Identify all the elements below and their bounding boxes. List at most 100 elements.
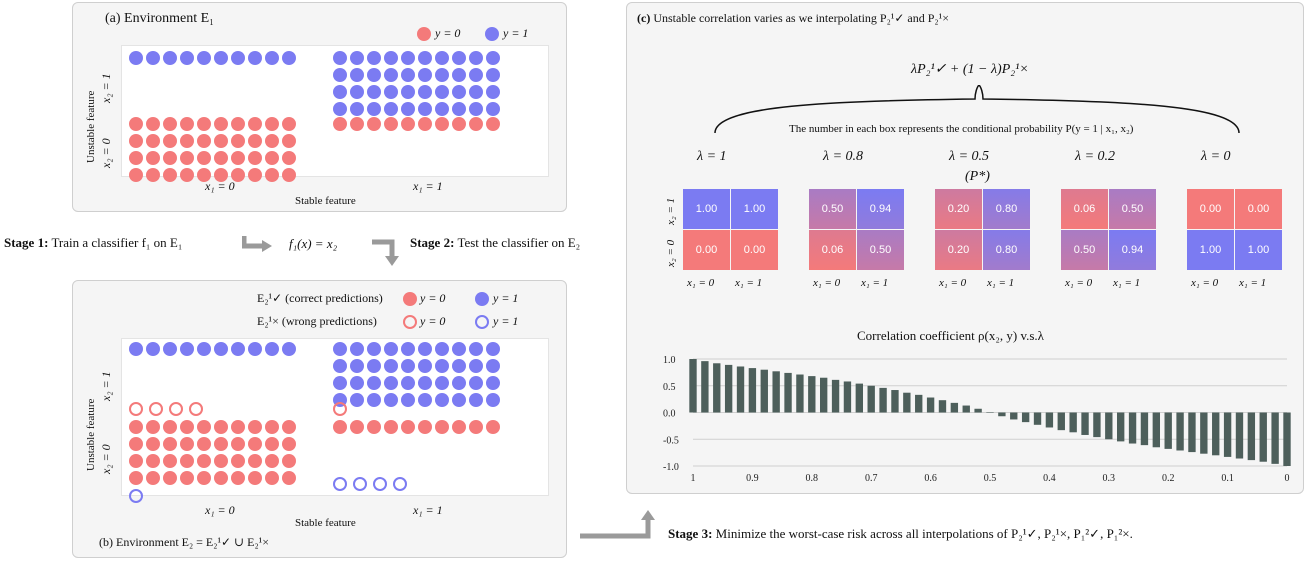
sample-dot-blue — [367, 51, 381, 65]
grid-xtick: x₁ = 0 — [813, 277, 841, 289]
sample-dot-red — [435, 117, 449, 131]
sample-dot-red — [129, 151, 143, 165]
sample-dot-red — [146, 151, 160, 165]
sample-dot-blue — [401, 376, 415, 390]
sample-dot-blue — [248, 51, 262, 65]
sample-dot-blue — [333, 102, 347, 116]
grid-xtick: x₁ = 1 — [1239, 277, 1267, 289]
sample-dot-blue — [418, 376, 432, 390]
sample-dot-blue — [435, 359, 449, 373]
sample-dot-blue — [452, 359, 466, 373]
sample-dot-blue — [401, 85, 415, 99]
sample-dot-blue — [265, 342, 279, 356]
sample-dot-blue — [384, 68, 398, 82]
sample-ring-red — [149, 402, 163, 416]
x-tick-label: 0.2 — [1162, 473, 1175, 484]
sample-dot-red — [214, 420, 228, 434]
sample-dot-red — [486, 117, 500, 131]
correlation-bar — [1116, 412, 1125, 442]
sample-dot-blue — [384, 393, 398, 407]
sample-dot-red — [469, 420, 483, 434]
lambda-label: λ = 0 — [1201, 149, 1231, 164]
probability-cell: 0.06 — [809, 230, 856, 270]
sample-dot-red — [214, 117, 228, 131]
sample-dot-red — [197, 151, 211, 165]
sample-dot-red — [180, 151, 194, 165]
stage2-text: Test the classifier on E₂ — [457, 235, 581, 250]
sample-dot-blue — [486, 51, 500, 65]
sample-dot-blue — [129, 51, 143, 65]
stage2-bold: Stage 2: — [410, 235, 455, 250]
sample-dot-blue — [435, 51, 449, 65]
sample-dot-blue — [452, 68, 466, 82]
sample-dot-red — [231, 168, 245, 182]
probability-cell: 0.50 — [857, 230, 904, 270]
legend-red-dot — [417, 27, 431, 41]
sample-dot-red — [350, 117, 364, 131]
sample-dot-blue — [469, 85, 483, 99]
correlation-bar — [784, 372, 792, 413]
sample-ring-blue — [373, 477, 387, 491]
sample-dot-blue — [452, 102, 466, 116]
sample-dot-red — [418, 117, 432, 131]
sample-dot-red — [248, 454, 262, 468]
sample-ring-blue — [393, 477, 407, 491]
sample-dot-blue — [401, 342, 415, 356]
function-label: f₁(x) = x₂ — [289, 236, 338, 251]
correlation-bar — [1283, 412, 1291, 466]
panel-b-xtick-right: x₁ = 1 — [413, 503, 443, 517]
sample-dot-blue — [384, 85, 398, 99]
correlation-bar — [819, 377, 828, 413]
sample-dot-blue — [367, 342, 381, 356]
sample-dot-red — [180, 420, 194, 434]
sample-dot-blue — [282, 342, 296, 356]
correlation-bar — [1045, 412, 1054, 428]
sample-dot-red — [231, 117, 245, 131]
probability-cell: 0.00 — [1235, 189, 1282, 229]
correlation-bar — [724, 364, 733, 413]
sample-dot-red — [384, 117, 398, 131]
sample-dot-red — [265, 454, 279, 468]
x-tick-label: 0.6 — [924, 473, 937, 484]
sample-dot-red — [367, 117, 381, 131]
y-tick-label: -0.5 — [663, 435, 679, 446]
probability-cell: 0.50 — [809, 189, 856, 229]
sample-dot-red — [146, 117, 160, 131]
sample-dot-blue — [401, 51, 415, 65]
sample-dot-blue — [350, 68, 364, 82]
legend-wrong-blue-label: y = 1 — [493, 314, 519, 328]
sample-dot-blue — [333, 85, 347, 99]
sample-dot-blue — [384, 51, 398, 65]
sample-dot-red — [367, 420, 381, 434]
sample-ring-blue — [353, 477, 367, 491]
sample-dot-red — [163, 454, 177, 468]
legend-wrong-red-ring — [403, 315, 417, 329]
sample-dot-blue — [401, 68, 415, 82]
sample-dot-red — [282, 454, 296, 468]
legend-wrong-label: E₂¹× (wrong predictions) — [257, 314, 377, 328]
sample-dot-red — [452, 420, 466, 434]
sample-dot-red — [146, 471, 160, 485]
panel-b-caption: (b) Environment E₂ = E₂¹✓ ∪ E₂¹× — [99, 535, 270, 549]
grid-xtick: x₁ = 0 — [939, 277, 967, 289]
sample-dot-red — [197, 471, 211, 485]
sample-dot-blue — [367, 85, 381, 99]
correlation-bar — [938, 400, 947, 413]
sample-dot-red — [180, 134, 194, 148]
sample-dot-red — [129, 134, 143, 148]
sample-dot-blue — [435, 68, 449, 82]
stage2-line: Stage 2: Test the classifier on E₂ — [410, 235, 580, 251]
sample-dot-blue — [469, 51, 483, 65]
sample-dot-red — [452, 117, 466, 131]
sample-dot-red — [248, 117, 262, 131]
sample-dot-red — [282, 168, 296, 182]
probability-cell: 1.00 — [683, 189, 730, 229]
sample-dot-red — [265, 168, 279, 182]
sample-dot-blue — [214, 51, 228, 65]
legend-wrong-blue-ring — [475, 315, 489, 329]
sample-dot-blue — [350, 342, 364, 356]
probability-cell: 0.80 — [983, 189, 1030, 229]
sample-dot-red — [282, 151, 296, 165]
sample-dot-blue — [350, 102, 364, 116]
sample-dot-blue — [350, 85, 364, 99]
